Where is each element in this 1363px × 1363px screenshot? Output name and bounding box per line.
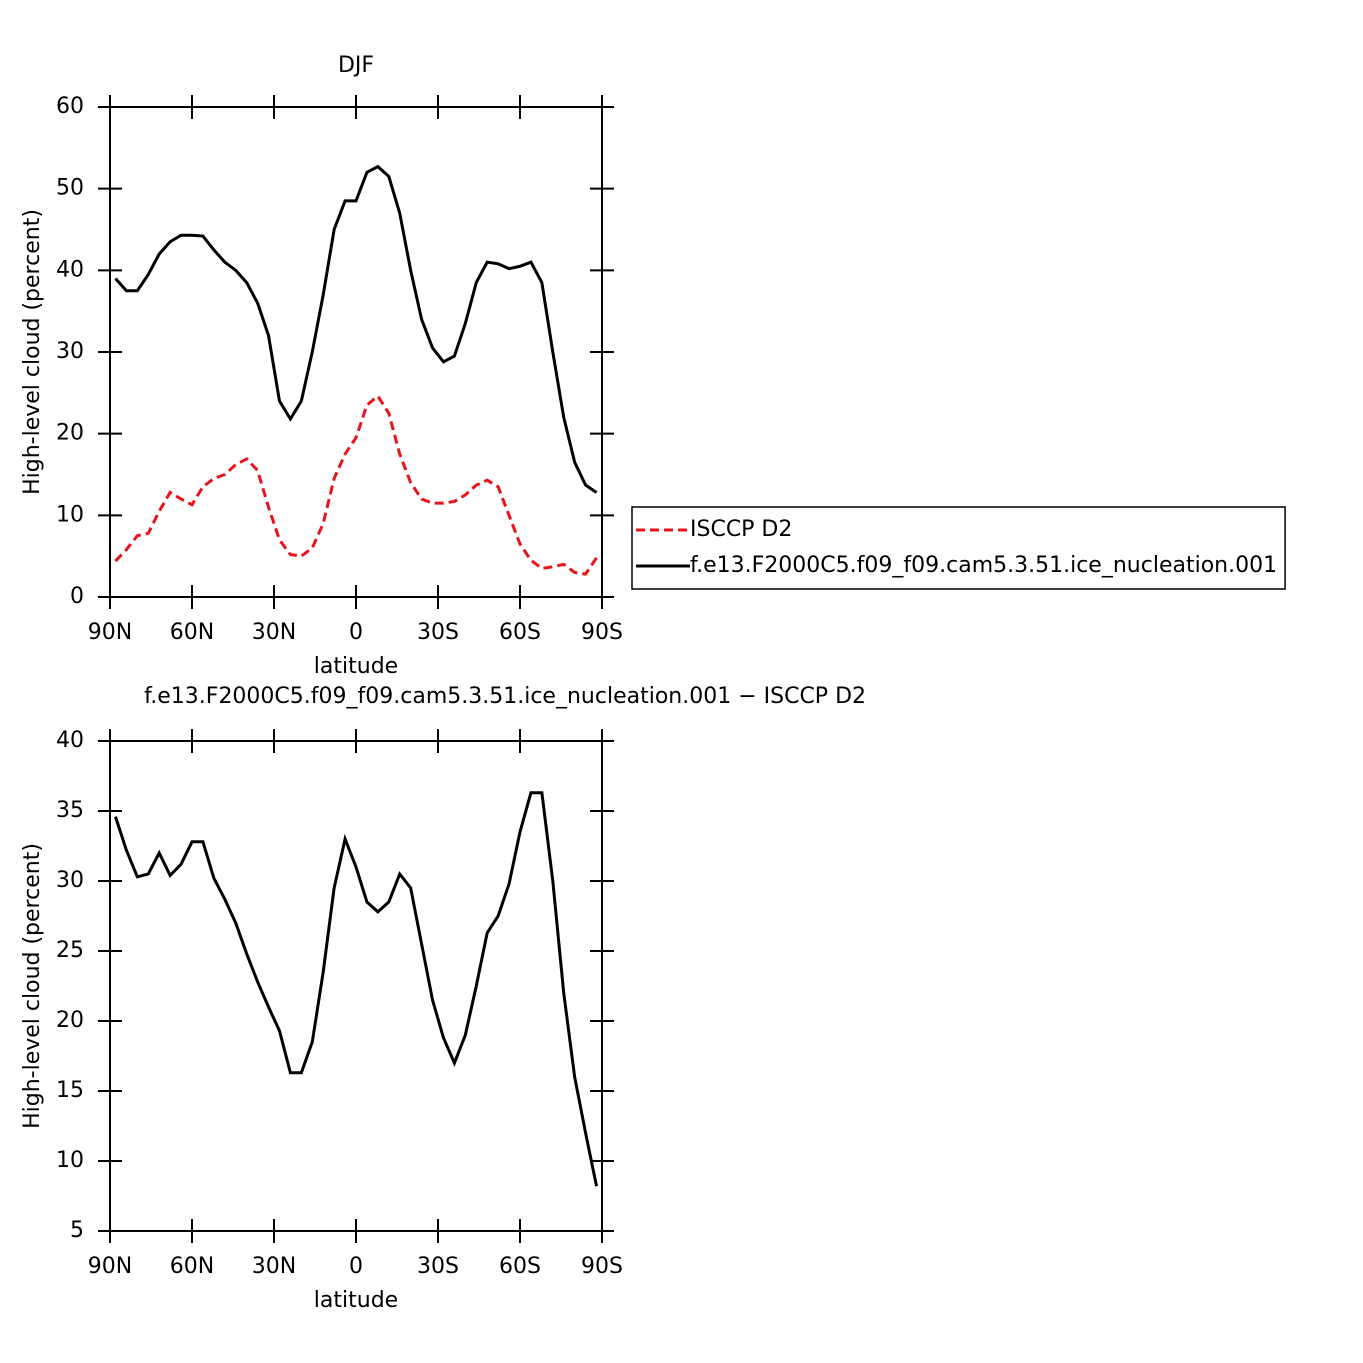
x-tick-label: 60N xyxy=(170,620,214,645)
x-tick-label: 0 xyxy=(349,620,363,645)
y-axis-label: High-level cloud (percent) xyxy=(20,843,45,1129)
x-tick-label: 60S xyxy=(499,1254,541,1279)
chart-title: DJF xyxy=(338,53,374,78)
y-tick-label: 35 xyxy=(56,798,84,823)
y-tick-label: 60 xyxy=(56,94,84,119)
data-line xyxy=(114,393,598,576)
y-tick-label: 20 xyxy=(56,1008,84,1033)
x-tick-label: 60S xyxy=(499,620,541,645)
x-tick-label: 90N xyxy=(88,1254,132,1279)
x-tick-label: 0 xyxy=(349,1254,363,1279)
data-line xyxy=(114,164,598,494)
y-tick-label: 15 xyxy=(56,1078,84,1103)
x-tick-label: 90N xyxy=(88,620,132,645)
x-tick-label: 90S xyxy=(581,1254,623,1279)
x-axis-label: latitude xyxy=(314,1288,398,1313)
legend-label: f.e13.F2000C5.f09_f09.cam5.3.51.ice_nucl… xyxy=(690,553,1277,578)
x-tick-label: 30N xyxy=(252,620,296,645)
x-axis-label: latitude xyxy=(314,654,398,679)
legend-label: ISCCP D2 xyxy=(690,517,792,542)
y-axis-label: High-level cloud (percent) xyxy=(20,209,45,495)
x-tick-label: 30N xyxy=(252,1254,296,1279)
y-tick-label: 20 xyxy=(56,421,84,446)
data-line xyxy=(114,791,598,1187)
y-tick-label: 40 xyxy=(56,728,84,753)
y-tick-label: 50 xyxy=(56,176,84,201)
y-tick-label: 30 xyxy=(56,868,84,893)
y-tick-label: 25 xyxy=(56,938,84,963)
y-tick-label: 30 xyxy=(56,339,84,364)
x-tick-label: 90S xyxy=(581,620,623,645)
y-tick-label: 0 xyxy=(70,584,84,609)
plot-frame xyxy=(109,106,603,598)
x-tick-label: 30S xyxy=(417,1254,459,1279)
legend: ISCCP D2 f.e13.F2000C5.f09_f09.cam5.3.51.… xyxy=(631,506,1286,590)
y-tick-label: 10 xyxy=(56,1148,84,1173)
y-tick-label: 40 xyxy=(56,257,84,282)
x-tick-label: 30S xyxy=(417,620,459,645)
y-tick-label: 5 xyxy=(70,1218,84,1243)
plot-frame xyxy=(109,740,603,1232)
x-tick-label: 60N xyxy=(170,1254,214,1279)
legend-box xyxy=(631,506,1286,590)
chart-title: f.e13.F2000C5.f09_f09.cam5.3.51.ice_nucl… xyxy=(144,684,866,709)
y-tick-label: 10 xyxy=(56,502,84,527)
